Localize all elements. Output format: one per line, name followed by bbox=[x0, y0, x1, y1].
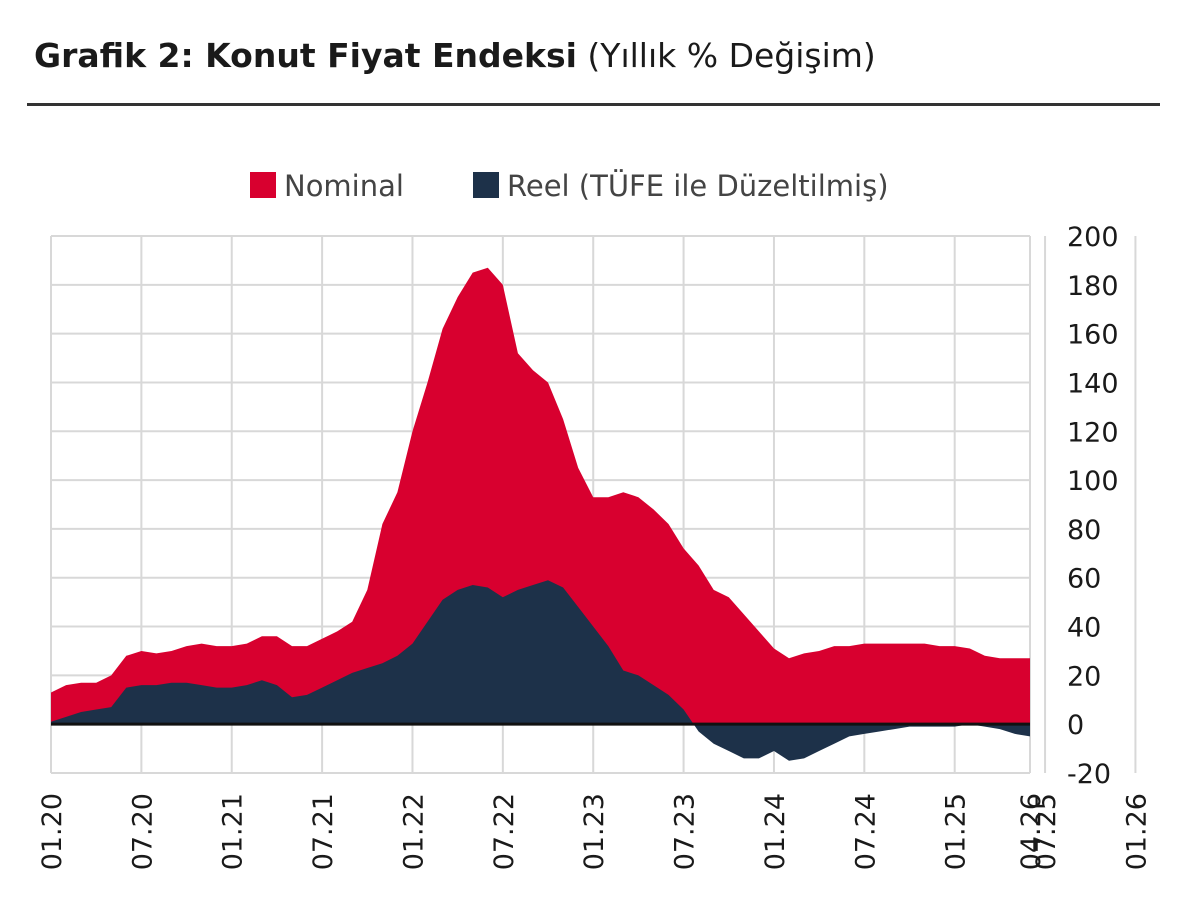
y-tick-label: 40 bbox=[1067, 613, 1101, 644]
y-tick-label: -20 bbox=[1067, 759, 1111, 790]
y-tick-label: 100 bbox=[1067, 466, 1119, 497]
x-tick-label: 07.24 bbox=[850, 793, 881, 870]
legend-swatch-reel bbox=[473, 172, 499, 198]
title-rule bbox=[27, 103, 1160, 106]
legend-label-reel: Reel (TÜFE ile Düzeltilmiş) bbox=[507, 169, 889, 203]
x-tick-label: 07.21 bbox=[308, 793, 339, 870]
chart-title-main: Grafik 2: Konut Fiyat Endeksi bbox=[34, 36, 577, 75]
x-tick-label: 07.20 bbox=[127, 793, 158, 870]
x-tick-label: 01.22 bbox=[398, 793, 429, 870]
y-tick-label: 20 bbox=[1067, 661, 1101, 692]
x-tick-label: 01.24 bbox=[760, 793, 791, 870]
x-tick-label: 01.26 bbox=[1121, 793, 1152, 870]
x-tick-label: 07.22 bbox=[489, 793, 520, 870]
x-tick-labels: 01.20 07.20 01.21 07.21 01.22 07.22 01.23 07.23… bbox=[37, 793, 1152, 870]
legend: Nominal Reel (TÜFE ile Düzeltilmiş) bbox=[250, 169, 889, 203]
series-area-reel bbox=[51, 580, 1030, 761]
y-tick-label: 80 bbox=[1067, 515, 1101, 546]
legend-swatch-nominal bbox=[250, 172, 276, 198]
y-tick-label: 180 bbox=[1067, 271, 1119, 302]
y-tick-label: 120 bbox=[1067, 417, 1119, 448]
legend-label-nominal: Nominal bbox=[284, 169, 404, 203]
chart-subtitle: (Yıllık % Değişim) bbox=[587, 36, 876, 75]
x-tick-label: 01.20 bbox=[37, 793, 68, 870]
x-tick-label: 01.25 bbox=[941, 793, 972, 870]
x-tick-label: 04.26 bbox=[1016, 793, 1047, 870]
y-tick-label: 60 bbox=[1067, 564, 1101, 595]
x-tick-label: 07.25 bbox=[1031, 793, 1062, 870]
y-tick-label: 200 bbox=[1067, 222, 1119, 253]
y-tick-label: 140 bbox=[1067, 368, 1119, 399]
x-tick-label: 07.23 bbox=[670, 793, 701, 870]
x-tick-label: 01.23 bbox=[579, 793, 610, 870]
y-tick-label: 160 bbox=[1067, 320, 1119, 351]
x-tick-label: 01.21 bbox=[218, 793, 249, 870]
chart-title: Grafik 2: Konut Fiyat Endeksi (Yıllık % … bbox=[34, 36, 876, 75]
plot-areas bbox=[51, 267, 1030, 761]
y-tick-label: 0 bbox=[1067, 710, 1084, 741]
series-area-nominal bbox=[51, 267, 1030, 725]
